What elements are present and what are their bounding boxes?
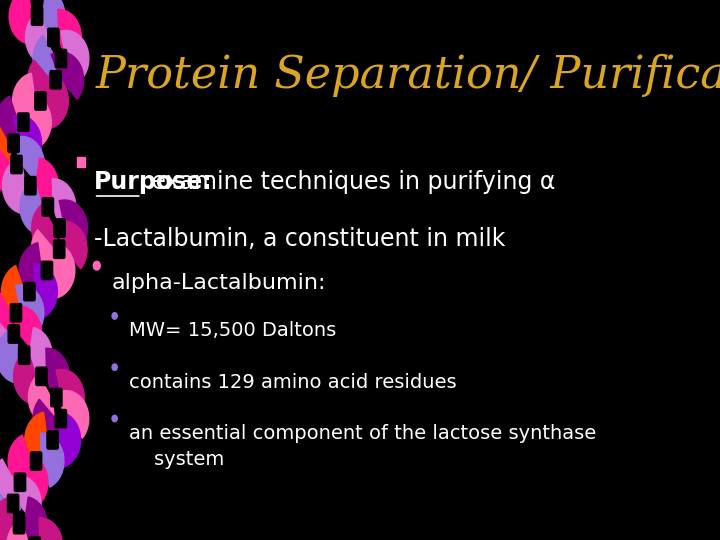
- FancyBboxPatch shape: [41, 261, 53, 280]
- Circle shape: [112, 415, 117, 422]
- Wedge shape: [28, 60, 60, 108]
- Circle shape: [112, 364, 117, 370]
- Wedge shape: [0, 484, 18, 531]
- Wedge shape: [19, 243, 42, 298]
- Wedge shape: [0, 96, 19, 150]
- Wedge shape: [6, 520, 30, 540]
- Text: Protein Separation/ Purification: Protein Separation/ Purification: [96, 54, 720, 97]
- Text: alpha-Lactalbumin:: alpha-Lactalbumin:: [111, 273, 325, 293]
- Wedge shape: [39, 518, 63, 540]
- FancyBboxPatch shape: [8, 134, 19, 152]
- Wedge shape: [0, 497, 14, 540]
- FancyBboxPatch shape: [19, 346, 30, 364]
- Wedge shape: [55, 221, 87, 269]
- Wedge shape: [1, 266, 25, 320]
- FancyBboxPatch shape: [10, 303, 22, 322]
- Wedge shape: [8, 435, 32, 489]
- FancyBboxPatch shape: [24, 177, 36, 195]
- Wedge shape: [0, 314, 19, 362]
- Text: contains 129 amino acid residues: contains 129 amino acid residues: [129, 373, 456, 392]
- FancyBboxPatch shape: [48, 28, 59, 46]
- Text: MW= 15,500 Daltons: MW= 15,500 Daltons: [129, 321, 336, 340]
- Text: Purpose:: Purpose:: [94, 170, 212, 194]
- Wedge shape: [12, 137, 45, 184]
- Wedge shape: [30, 327, 52, 383]
- Wedge shape: [60, 30, 89, 82]
- FancyBboxPatch shape: [42, 198, 53, 216]
- Wedge shape: [45, 73, 68, 129]
- FancyBboxPatch shape: [11, 156, 22, 174]
- Wedge shape: [59, 200, 87, 251]
- FancyBboxPatch shape: [30, 452, 42, 470]
- FancyBboxPatch shape: [7, 494, 19, 512]
- Wedge shape: [19, 454, 48, 505]
- Text: -Lactalbumin, a constituent in milk: -Lactalbumin, a constituent in milk: [94, 227, 505, 251]
- Wedge shape: [0, 145, 21, 193]
- FancyBboxPatch shape: [36, 367, 47, 386]
- FancyBboxPatch shape: [8, 325, 19, 343]
- Wedge shape: [25, 11, 49, 65]
- Wedge shape: [0, 459, 20, 510]
- FancyBboxPatch shape: [14, 516, 24, 534]
- Wedge shape: [28, 94, 51, 148]
- Wedge shape: [42, 0, 65, 44]
- Wedge shape: [56, 390, 89, 438]
- Wedge shape: [58, 9, 81, 63]
- FancyBboxPatch shape: [55, 409, 66, 428]
- Wedge shape: [52, 243, 75, 298]
- Wedge shape: [12, 73, 35, 129]
- FancyBboxPatch shape: [24, 282, 35, 301]
- FancyBboxPatch shape: [14, 473, 26, 491]
- Circle shape: [112, 313, 117, 319]
- Wedge shape: [0, 120, 14, 171]
- Wedge shape: [56, 369, 84, 421]
- FancyBboxPatch shape: [47, 431, 58, 449]
- Wedge shape: [34, 264, 58, 318]
- Wedge shape: [14, 115, 42, 166]
- Wedge shape: [40, 433, 64, 487]
- Wedge shape: [58, 412, 81, 468]
- Wedge shape: [31, 230, 64, 278]
- Wedge shape: [14, 350, 37, 404]
- FancyBboxPatch shape: [50, 71, 61, 89]
- Wedge shape: [2, 158, 25, 213]
- Wedge shape: [28, 374, 57, 426]
- FancyBboxPatch shape: [55, 49, 67, 68]
- Wedge shape: [16, 285, 44, 336]
- FancyBboxPatch shape: [32, 7, 42, 25]
- Text: examine techniques in purifying α: examine techniques in purifying α: [144, 170, 555, 194]
- Circle shape: [94, 261, 100, 270]
- Wedge shape: [46, 348, 69, 402]
- Text: an essential component of the lactose synthase
    system: an essential component of the lactose sy…: [129, 424, 596, 469]
- FancyBboxPatch shape: [29, 537, 40, 540]
- FancyBboxPatch shape: [53, 240, 65, 259]
- Wedge shape: [33, 399, 66, 447]
- Wedge shape: [33, 35, 61, 86]
- Wedge shape: [9, 475, 41, 523]
- Wedge shape: [53, 179, 76, 233]
- Wedge shape: [24, 497, 47, 540]
- Wedge shape: [24, 412, 48, 468]
- Wedge shape: [51, 52, 84, 99]
- FancyBboxPatch shape: [54, 219, 66, 237]
- FancyBboxPatch shape: [50, 388, 62, 407]
- Wedge shape: [32, 205, 60, 256]
- Wedge shape: [0, 327, 19, 383]
- Wedge shape: [9, 306, 42, 354]
- Wedge shape: [0, 289, 17, 341]
- FancyBboxPatch shape: [35, 92, 46, 110]
- Wedge shape: [9, 0, 32, 44]
- FancyBboxPatch shape: [18, 113, 29, 131]
- Wedge shape: [35, 158, 58, 213]
- Wedge shape: [20, 181, 43, 235]
